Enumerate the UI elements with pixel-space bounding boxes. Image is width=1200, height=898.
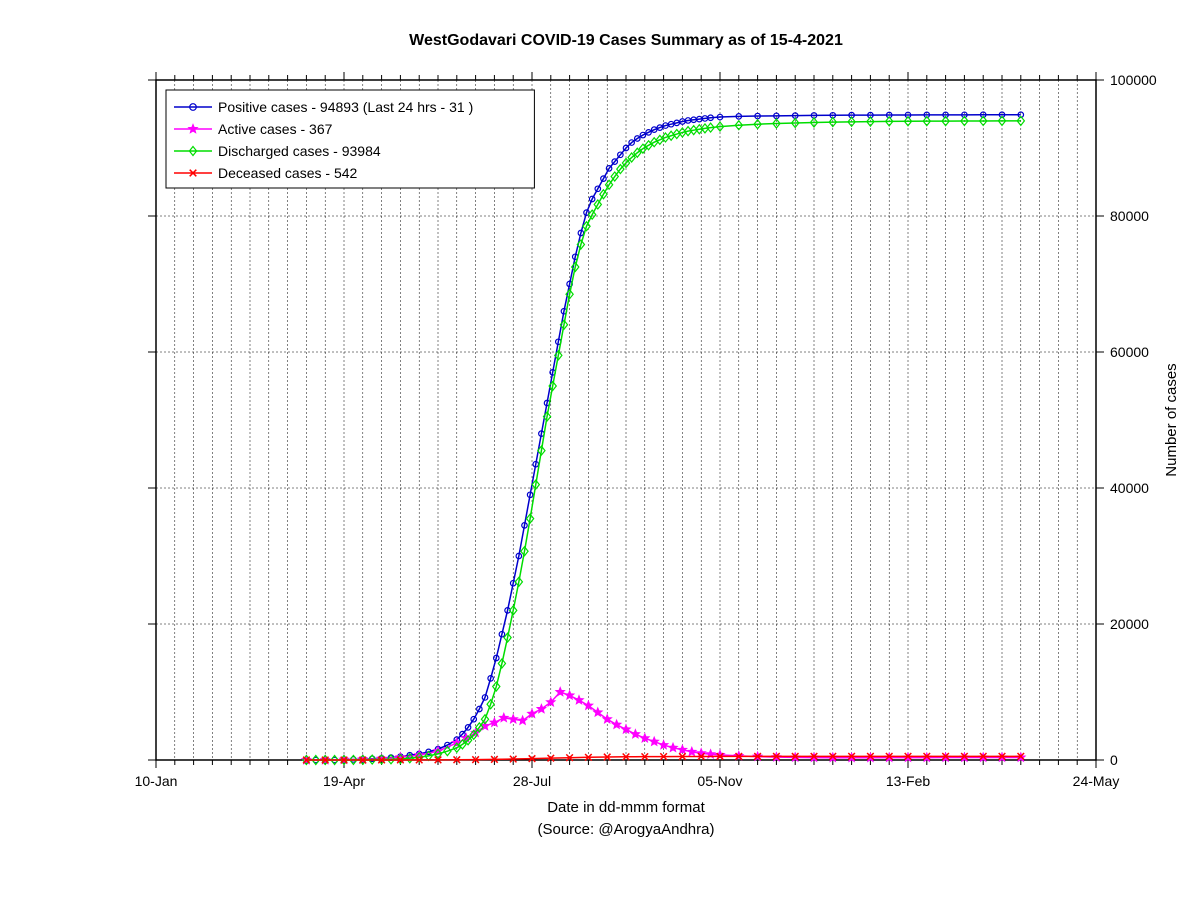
chart-title: WestGodavari COVID-19 Cases Summary as o… — [409, 32, 843, 49]
legend-item-label: Active cases - 367 — [218, 121, 333, 137]
legend-item-label: Deceased cases - 542 — [218, 165, 358, 181]
y-tick-label: 20000 — [1110, 616, 1149, 632]
chart-container: WestGodavari COVID-19 Cases Summary as o… — [0, 0, 1200, 898]
y-tick-label: 80000 — [1110, 208, 1149, 224]
legend-item-label: Discharged cases - 93984 — [218, 143, 381, 159]
y-axis-label: Number of cases — [1163, 363, 1180, 476]
x-tick-label: 13-Feb — [886, 773, 931, 789]
x-tick-label: 24-May — [1073, 773, 1120, 789]
chart-svg: WestGodavari COVID-19 Cases Summary as o… — [0, 0, 1200, 898]
y-tick-label: 0 — [1110, 752, 1118, 768]
x-tick-label: 10-Jan — [135, 773, 178, 789]
x-tick-label: 05-Nov — [697, 773, 742, 789]
x-tick-label: 28-Jul — [513, 773, 551, 789]
x-axis-label-1: Date in dd-mmm format — [547, 799, 705, 816]
x-axis-label-2: (Source: @ArogyaAndhra) — [538, 821, 715, 838]
y-tick-label: 100000 — [1110, 72, 1157, 88]
legend: Positive cases - 94893 (Last 24 hrs - 31… — [166, 90, 534, 188]
legend-item-label: Positive cases - 94893 (Last 24 hrs - 31… — [218, 99, 473, 115]
y-tick-label: 60000 — [1110, 344, 1149, 360]
x-tick-label: 19-Apr — [323, 773, 365, 789]
y-tick-label: 40000 — [1110, 480, 1149, 496]
